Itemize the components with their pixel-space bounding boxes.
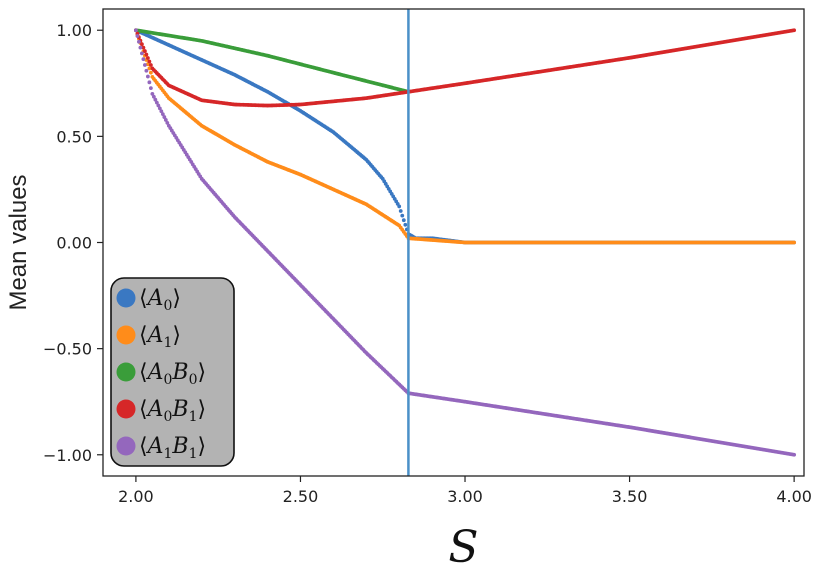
x-tick-label: 3.50: [612, 487, 648, 506]
y-axis-label: Mean values: [5, 174, 32, 310]
data-point: [145, 74, 150, 79]
legend-marker: [116, 288, 136, 308]
legend-marker: [116, 362, 136, 382]
legend-label: ⟨A0⟩: [139, 286, 181, 314]
y-tick-label: −1.00: [43, 446, 92, 465]
y-tick-label: 0.00: [56, 234, 92, 253]
series-1: [134, 28, 797, 245]
y-tick-label: −0.50: [43, 340, 92, 359]
data-point: [142, 49, 147, 53]
data-point: [147, 80, 152, 85]
axes-layer: 2.00 2.50 3.00 3.50 4.00 1.00 0.50 0.00 −0.50 −1.…: [43, 8, 812, 506]
data-point: [144, 52, 149, 57]
data-point: [162, 115, 167, 119]
data-point: [165, 120, 170, 125]
data-point: [141, 57, 146, 62]
x-tick-label: 4.00: [776, 487, 812, 506]
x-axis-label: S: [448, 522, 478, 573]
data-point: [142, 63, 147, 67]
legend-marker: [116, 325, 136, 345]
data-point: [138, 45, 143, 50]
data-point: [134, 28, 138, 33]
data-point: [151, 94, 156, 99]
series-2: [134, 28, 411, 94]
data-point: [154, 100, 159, 105]
data-point: [141, 45, 146, 50]
series-3: [134, 28, 797, 108]
y-tick-label: 1.00: [56, 21, 92, 40]
data-point: [139, 42, 144, 47]
data-point: [144, 68, 149, 73]
legend-label: ⟨A1B1⟩: [139, 434, 206, 462]
data-point: [148, 70, 153, 75]
x-tick-label: 2.50: [283, 487, 319, 506]
data-point: [147, 59, 152, 64]
data-point: [160, 112, 165, 117]
x-tick-label: 3.00: [447, 487, 483, 506]
series-layer: [134, 9, 797, 476]
legend-label: ⟨A0B0⟩: [139, 360, 206, 388]
data-point: [397, 204, 402, 209]
data-point: [400, 213, 405, 218]
x-tick-label: 2.00: [118, 487, 154, 506]
series-4: [134, 28, 797, 457]
data-point: [398, 209, 403, 213]
data-point: [792, 240, 797, 245]
data-point: [150, 92, 155, 96]
data-point: [792, 452, 797, 457]
data-point: [156, 103, 161, 108]
data-point: [135, 34, 140, 38]
data-point: [148, 63, 153, 67]
legend-marker: [116, 399, 136, 419]
data-point: [145, 56, 150, 60]
data-point: [792, 28, 797, 33]
y-tick-label: 0.50: [56, 127, 92, 146]
legend-marker: [116, 436, 136, 456]
legend-label: ⟨A0B1⟩: [139, 397, 206, 425]
series-0: [134, 28, 797, 245]
legend: ⟨A0⟩ ⟨A1⟩ ⟨A0B0⟩ ⟨A0B1⟩ ⟨A1B1⟩: [110, 277, 235, 467]
data-point: [147, 66, 152, 71]
data-point: [403, 222, 408, 227]
data-point: [148, 86, 153, 91]
legend-box: [110, 277, 235, 467]
data-point: [137, 39, 141, 44]
legend-label: ⟨A1⟩: [139, 323, 181, 351]
data-point: [157, 106, 162, 111]
data-point: [401, 218, 406, 223]
data-point: [139, 51, 144, 56]
data-point: [159, 109, 164, 114]
data-point: [153, 97, 158, 102]
data-point: [163, 118, 168, 122]
